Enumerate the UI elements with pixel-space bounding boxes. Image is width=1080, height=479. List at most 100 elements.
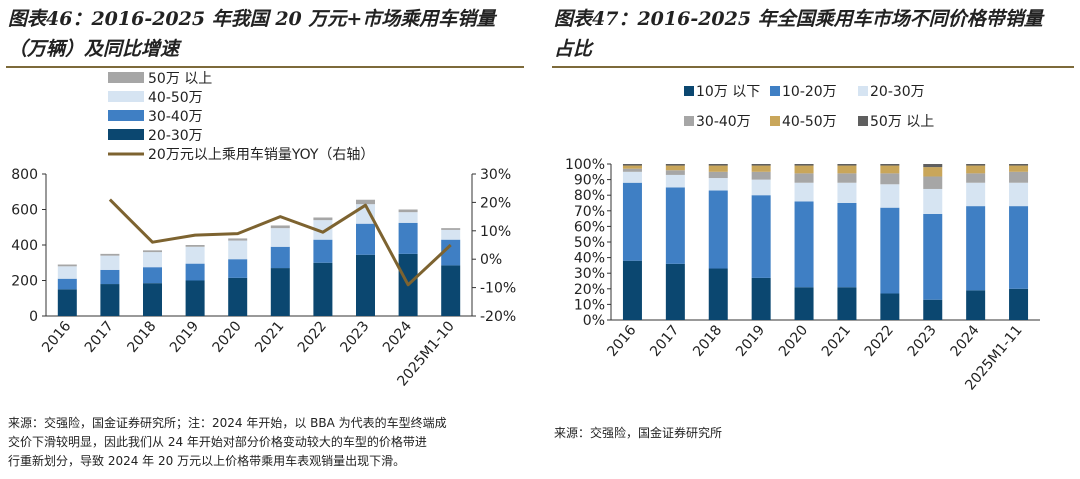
right-bar-segment <box>966 164 986 166</box>
right-bar-segment <box>794 182 814 202</box>
right-bar-segment <box>880 293 900 320</box>
left-legend-label: 30-40万 <box>148 109 203 125</box>
right-y-tick-label: 10% <box>574 297 605 313</box>
left-bar-segment <box>313 239 333 263</box>
right-bar-segment <box>794 201 814 288</box>
left-x-tick-label: 2018 <box>124 318 159 356</box>
left-legend-label: 20万元以上乘用车销量YOY（右轴） <box>148 146 374 163</box>
right-title-rule <box>552 66 1074 68</box>
right-legend-swatch <box>770 86 780 96</box>
right-bar-segment <box>622 164 642 166</box>
left-chart-title: 图表46：2016-2025 年我国 20 万元+市场乘用车销量 （万辆）及同比… <box>8 4 528 64</box>
right-bar-segment <box>837 164 857 166</box>
left-bar-segment <box>185 246 205 264</box>
left-y-tick-label: 600 <box>11 203 38 219</box>
right-bar-segment <box>751 171 771 180</box>
right-legend-swatch <box>684 86 694 96</box>
right-bar-segment <box>880 207 900 294</box>
right-y-tick-label: 50% <box>574 235 605 251</box>
left-y2-tick-label: 20% <box>480 195 511 211</box>
left-bar-segment <box>313 220 333 240</box>
right-bar-segment <box>622 182 642 261</box>
right-bar-segment <box>880 173 900 185</box>
left-x-tick-label: 2019 <box>167 318 202 356</box>
left-bar-segment <box>185 245 205 247</box>
right-bar-segment <box>708 268 728 320</box>
left-y-tick-label: 800 <box>11 167 38 183</box>
left-bar-segment <box>398 212 418 223</box>
right-legend-label: 10万 以下 <box>696 84 760 100</box>
right-y-tick-label: 30% <box>574 266 605 282</box>
right-bar-segment <box>665 165 685 171</box>
left-source-line2: 交价下滑较明显，因此我们从 24 年开始对部分价格变动较大的车型的价格带进 <box>8 435 427 449</box>
left-bar-segment <box>398 209 418 213</box>
left-bar-segment <box>100 253 120 256</box>
left-bar-segment <box>356 223 375 255</box>
left-y-tick-label: 200 <box>11 274 38 290</box>
right-x-tick-label: 2022 <box>862 322 897 360</box>
right-bar-segment <box>1009 165 1029 172</box>
left-y2-tick-label: 30% <box>480 167 511 183</box>
right-legend-label: 30-40万 <box>696 114 751 130</box>
right-bar-segment <box>708 171 728 179</box>
left-bar-segment <box>228 259 248 278</box>
right-bar-segment <box>923 176 943 189</box>
right-y-tick-label: 80% <box>574 188 605 204</box>
right-bar-segment <box>880 165 900 174</box>
right-bar-segment <box>966 165 986 174</box>
right-bar-segment <box>665 174 685 188</box>
right-bar-segment <box>837 287 857 320</box>
right-y-tick-label: 100% <box>565 157 605 173</box>
right-bar-segment <box>751 195 771 278</box>
right-bar-segment <box>1009 182 1029 207</box>
right-bar-segment <box>751 179 771 196</box>
left-bar-segment <box>441 265 461 316</box>
left-yoy-line <box>108 198 452 287</box>
right-legend-label: 50万 以上 <box>870 114 934 130</box>
right-bar-segment <box>966 290 986 320</box>
right-bar-segment <box>1009 164 1029 166</box>
left-bar-segment <box>57 289 77 316</box>
right-bar-segment <box>665 170 685 175</box>
right-legend-swatch <box>858 86 868 96</box>
right-x-tick-label: 2024 <box>948 322 983 360</box>
right-title-line2: 占比 <box>554 38 593 60</box>
right-y-tick-label: 20% <box>574 282 605 298</box>
left-bar-segment <box>441 239 461 266</box>
right-bar-segment <box>708 165 728 172</box>
right-bar-segment <box>794 165 814 174</box>
left-y-tick-label: 400 <box>11 238 38 254</box>
left-x-tick-label: 2023 <box>337 318 372 356</box>
left-bar-segment <box>143 250 162 253</box>
right-bar-segment <box>622 171 642 183</box>
left-legend-swatch <box>108 110 144 121</box>
left-legend-swatch <box>108 91 144 102</box>
left-legend-label: 40-50万 <box>148 90 203 106</box>
right-bar-segment <box>751 277 771 320</box>
left-bar-segment <box>441 228 461 230</box>
left-bar-segment <box>228 238 248 241</box>
right-source-note: 来源：交强险，国金证券研究所 <box>554 424 1064 443</box>
right-y-tick-label: 0% <box>583 313 605 329</box>
right-bar-segment <box>837 182 857 203</box>
right-bar-segment <box>1009 171 1029 183</box>
left-x-tick-label: 2020 <box>210 318 245 356</box>
right-title-line1: 图表47：2016-2025 年全国乘用车市场不同价格带销量 <box>554 8 1043 30</box>
left-title-line2: （万辆）及同比增速 <box>8 38 180 60</box>
right-bar-segment <box>794 164 814 166</box>
left-x-tick-label: 2017 <box>82 318 117 356</box>
left-bar-segment <box>356 199 375 205</box>
left-legend-label: 50万 以上 <box>148 71 212 87</box>
right-bar-segment <box>751 165 771 172</box>
right-bar-segment <box>665 263 685 320</box>
left-bar-segment <box>143 252 162 268</box>
left-legend-swatch <box>108 129 144 140</box>
left-bar-segment <box>143 283 162 316</box>
left-bar-segment <box>228 240 248 260</box>
right-bar-segment <box>880 164 900 166</box>
right-y-tick-label: 40% <box>574 251 605 267</box>
right-legend-swatch <box>858 116 868 126</box>
left-x-tick-label: 2022 <box>295 318 330 356</box>
right-source-line: 来源：交强险，国金证券研究所 <box>554 426 723 440</box>
